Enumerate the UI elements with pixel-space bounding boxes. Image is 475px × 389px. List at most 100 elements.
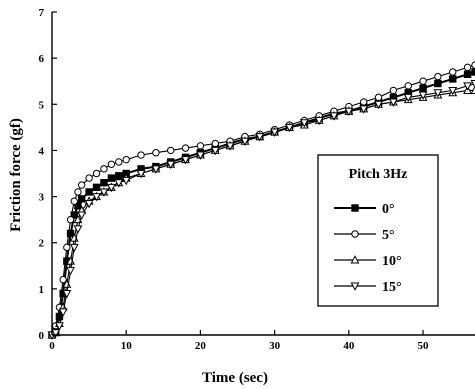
data-point-1-12: [107, 160, 116, 168]
data-point-3-2: [54, 322, 64, 331]
x-tick-label-0: 0: [49, 340, 55, 352]
y-tick-label-0: 0: [39, 330, 45, 342]
data-point-3-9: [84, 199, 94, 209]
data-point-3-14: [121, 176, 131, 186]
data-point-1-13: [115, 158, 123, 166]
data-point-0-8: [77, 195, 86, 203]
data-point-0-36: [449, 75, 457, 83]
data-point-3-25: [285, 123, 294, 133]
legend-item-0: 0°: [334, 202, 395, 217]
data-point-3-8: [77, 211, 87, 220]
data-point-3-12: [106, 183, 116, 193]
x-tick-label-2: 20: [195, 340, 207, 352]
x-tick-label-4: 40: [343, 340, 355, 352]
data-point-0-9: [85, 188, 93, 196]
data-point-3-30: [359, 105, 369, 114]
legend-label-2: 10°: [382, 254, 402, 269]
data-point-3-1: [51, 329, 61, 338]
y-tick-label-1: 1: [39, 284, 45, 296]
data-point-3-10: [92, 193, 101, 202]
y-tick-label-3: 3: [39, 192, 45, 204]
y-tick-label-7: 7: [39, 7, 45, 19]
y-tick-label-2: 2: [39, 238, 45, 250]
legend-marker-0: [351, 204, 359, 212]
x-tick-label-1: 10: [121, 340, 133, 352]
data-point-3-3: [58, 308, 68, 317]
data-point-3-21: [225, 142, 235, 151]
data-point-3-11: [99, 188, 109, 197]
data-point-3-18: [181, 156, 191, 165]
data-point-3-32: [388, 98, 398, 107]
data-point-3-24: [270, 128, 280, 137]
data-point-0-5: [66, 229, 75, 238]
x-axis-title: Time (sec): [202, 370, 268, 386]
data-point-1-33: [404, 82, 412, 90]
data-point-1-9: [85, 174, 93, 182]
series-3: [47, 80, 475, 340]
data-point-0-34: [419, 84, 427, 92]
data-point-3-4: [62, 289, 72, 299]
data-point-3-15: [136, 170, 146, 179]
legend-box: [317, 154, 439, 307]
data-point-0-11: [100, 179, 108, 187]
data-point-1-18: [181, 144, 190, 152]
data-point-3-31: [374, 100, 383, 110]
y-tick-label-6: 6: [39, 53, 45, 65]
legend-item-2: 10°: [334, 254, 402, 269]
data-point-3-27: [314, 116, 324, 126]
data-point-0-37: [463, 70, 472, 78]
data-point-3-29: [344, 107, 354, 117]
legend: Pitch 3Hz 0° 5° 10° 15°: [317, 154, 439, 307]
legend-label-1: 5°: [382, 228, 395, 243]
data-point-3-36: [448, 86, 458, 96]
data-point-1-6: [70, 197, 78, 205]
data-point-3-13: [114, 179, 124, 188]
data-point-3-17: [166, 160, 176, 170]
data-point-3-37: [463, 82, 473, 91]
data-point-1-4: [63, 243, 71, 252]
data-point-3-33: [403, 93, 413, 103]
y-tick-label-4: 4: [39, 145, 45, 157]
data-point-3-22: [240, 137, 250, 147]
data-point-1-37: [463, 63, 472, 72]
data-point-1-10: [92, 169, 101, 178]
legend-label-0: 0°: [382, 202, 395, 217]
data-point-0-10: [92, 183, 101, 192]
data-point-1-14: [122, 155, 130, 164]
data-point-1-36: [449, 68, 457, 76]
data-point-1-35: [434, 72, 442, 81]
data-point-1-7: [74, 188, 82, 196]
data-point-1-34: [419, 77, 427, 85]
legend-item-1: 5°: [334, 228, 395, 243]
data-point-1-19: [196, 142, 205, 150]
data-point-3-26: [299, 119, 309, 128]
data-point-3-34: [418, 91, 428, 100]
data-point-3-6: [69, 243, 79, 253]
data-point-1-11: [100, 165, 108, 173]
data-point-3-38: [470, 80, 475, 89]
data-point-0-12: [107, 174, 116, 182]
legend-marker-2: [350, 255, 360, 264]
data-point-1-16: [152, 149, 160, 157]
data-point-3-35: [433, 89, 443, 98]
x-tick-label-3: 30: [269, 340, 281, 352]
data-point-0-7: [74, 202, 82, 210]
plot-area: [47, 61, 475, 340]
data-point-3-19: [195, 151, 205, 160]
data-point-3-16: [151, 165, 161, 174]
axes: 0 1 2 3 4 5 6 7 0 10 20 30 40 50: [39, 7, 475, 352]
data-point-1-5: [66, 215, 75, 224]
legend-marker-1: [351, 230, 359, 238]
data-point-1-17: [167, 146, 175, 155]
y-axis-title: Friction force (gf): [8, 118, 24, 232]
data-point-3-23: [255, 133, 265, 142]
data-point-0-35: [434, 79, 442, 88]
data-point-3-28: [329, 112, 339, 121]
legend-item-3: 15°: [334, 280, 402, 295]
data-point-1-15: [137, 151, 145, 159]
legend-label-3: 15°: [382, 280, 402, 295]
legend-items: 0° 5° 10° 15°: [334, 202, 402, 295]
legend-title: Pitch 3Hz: [349, 167, 408, 182]
data-point-2-38: [470, 85, 475, 94]
